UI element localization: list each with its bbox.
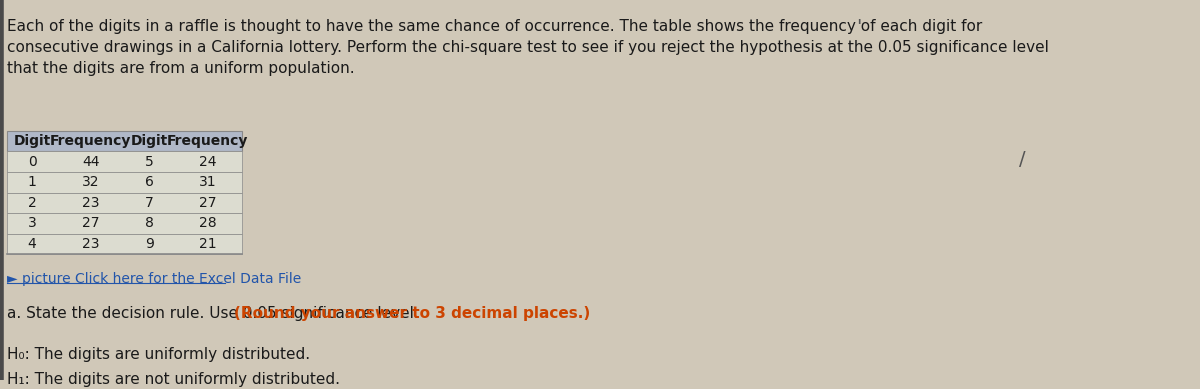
Text: 7: 7 bbox=[145, 196, 154, 210]
Text: /: / bbox=[1019, 150, 1026, 169]
Bar bbox=[7, 172, 241, 193]
Bar bbox=[7, 131, 241, 151]
Text: 28: 28 bbox=[199, 216, 217, 230]
Text: 44: 44 bbox=[82, 155, 100, 169]
Text: 31: 31 bbox=[199, 175, 217, 189]
Text: 32: 32 bbox=[82, 175, 100, 189]
Text: ': ' bbox=[857, 18, 862, 37]
Text: 21: 21 bbox=[199, 237, 217, 251]
Text: 27: 27 bbox=[82, 216, 100, 230]
Text: 5: 5 bbox=[145, 155, 154, 169]
Text: 23: 23 bbox=[82, 196, 100, 210]
Text: 24: 24 bbox=[199, 155, 216, 169]
Text: Digit: Digit bbox=[131, 134, 168, 148]
Text: Each of the digits in a raffle is thought to have the same chance of occurrence.: Each of the digits in a raffle is though… bbox=[7, 19, 1049, 75]
Bar bbox=[7, 193, 241, 213]
Text: ► picture Click here for the Excel Data File: ► picture Click here for the Excel Data … bbox=[7, 272, 301, 286]
Text: 27: 27 bbox=[199, 196, 216, 210]
Text: H₁: The digits are not uniformly distributed.: H₁: The digits are not uniformly distrib… bbox=[7, 372, 341, 387]
Text: 9: 9 bbox=[145, 237, 154, 251]
Text: 0: 0 bbox=[28, 155, 36, 169]
Text: 3: 3 bbox=[28, 216, 36, 230]
Text: Frequency: Frequency bbox=[167, 134, 248, 148]
Bar bbox=[7, 233, 241, 254]
Text: 6: 6 bbox=[145, 175, 154, 189]
Text: 23: 23 bbox=[82, 237, 100, 251]
Text: Frequency: Frequency bbox=[50, 134, 131, 148]
Bar bbox=[7, 151, 241, 172]
Text: Digit: Digit bbox=[13, 134, 50, 148]
Bar bbox=[7, 213, 241, 233]
Text: 2: 2 bbox=[28, 196, 36, 210]
Text: a. State the decision rule. Use 0.05 significance level.: a. State the decision rule. Use 0.05 sig… bbox=[7, 306, 424, 321]
Text: H₀: The digits are uniformly distributed.: H₀: The digits are uniformly distributed… bbox=[7, 347, 311, 362]
Text: 4: 4 bbox=[28, 237, 36, 251]
Text: 8: 8 bbox=[145, 216, 154, 230]
Text: 1: 1 bbox=[28, 175, 36, 189]
Text: (Round your answer to 3 decimal places.): (Round your answer to 3 decimal places.) bbox=[234, 306, 590, 321]
